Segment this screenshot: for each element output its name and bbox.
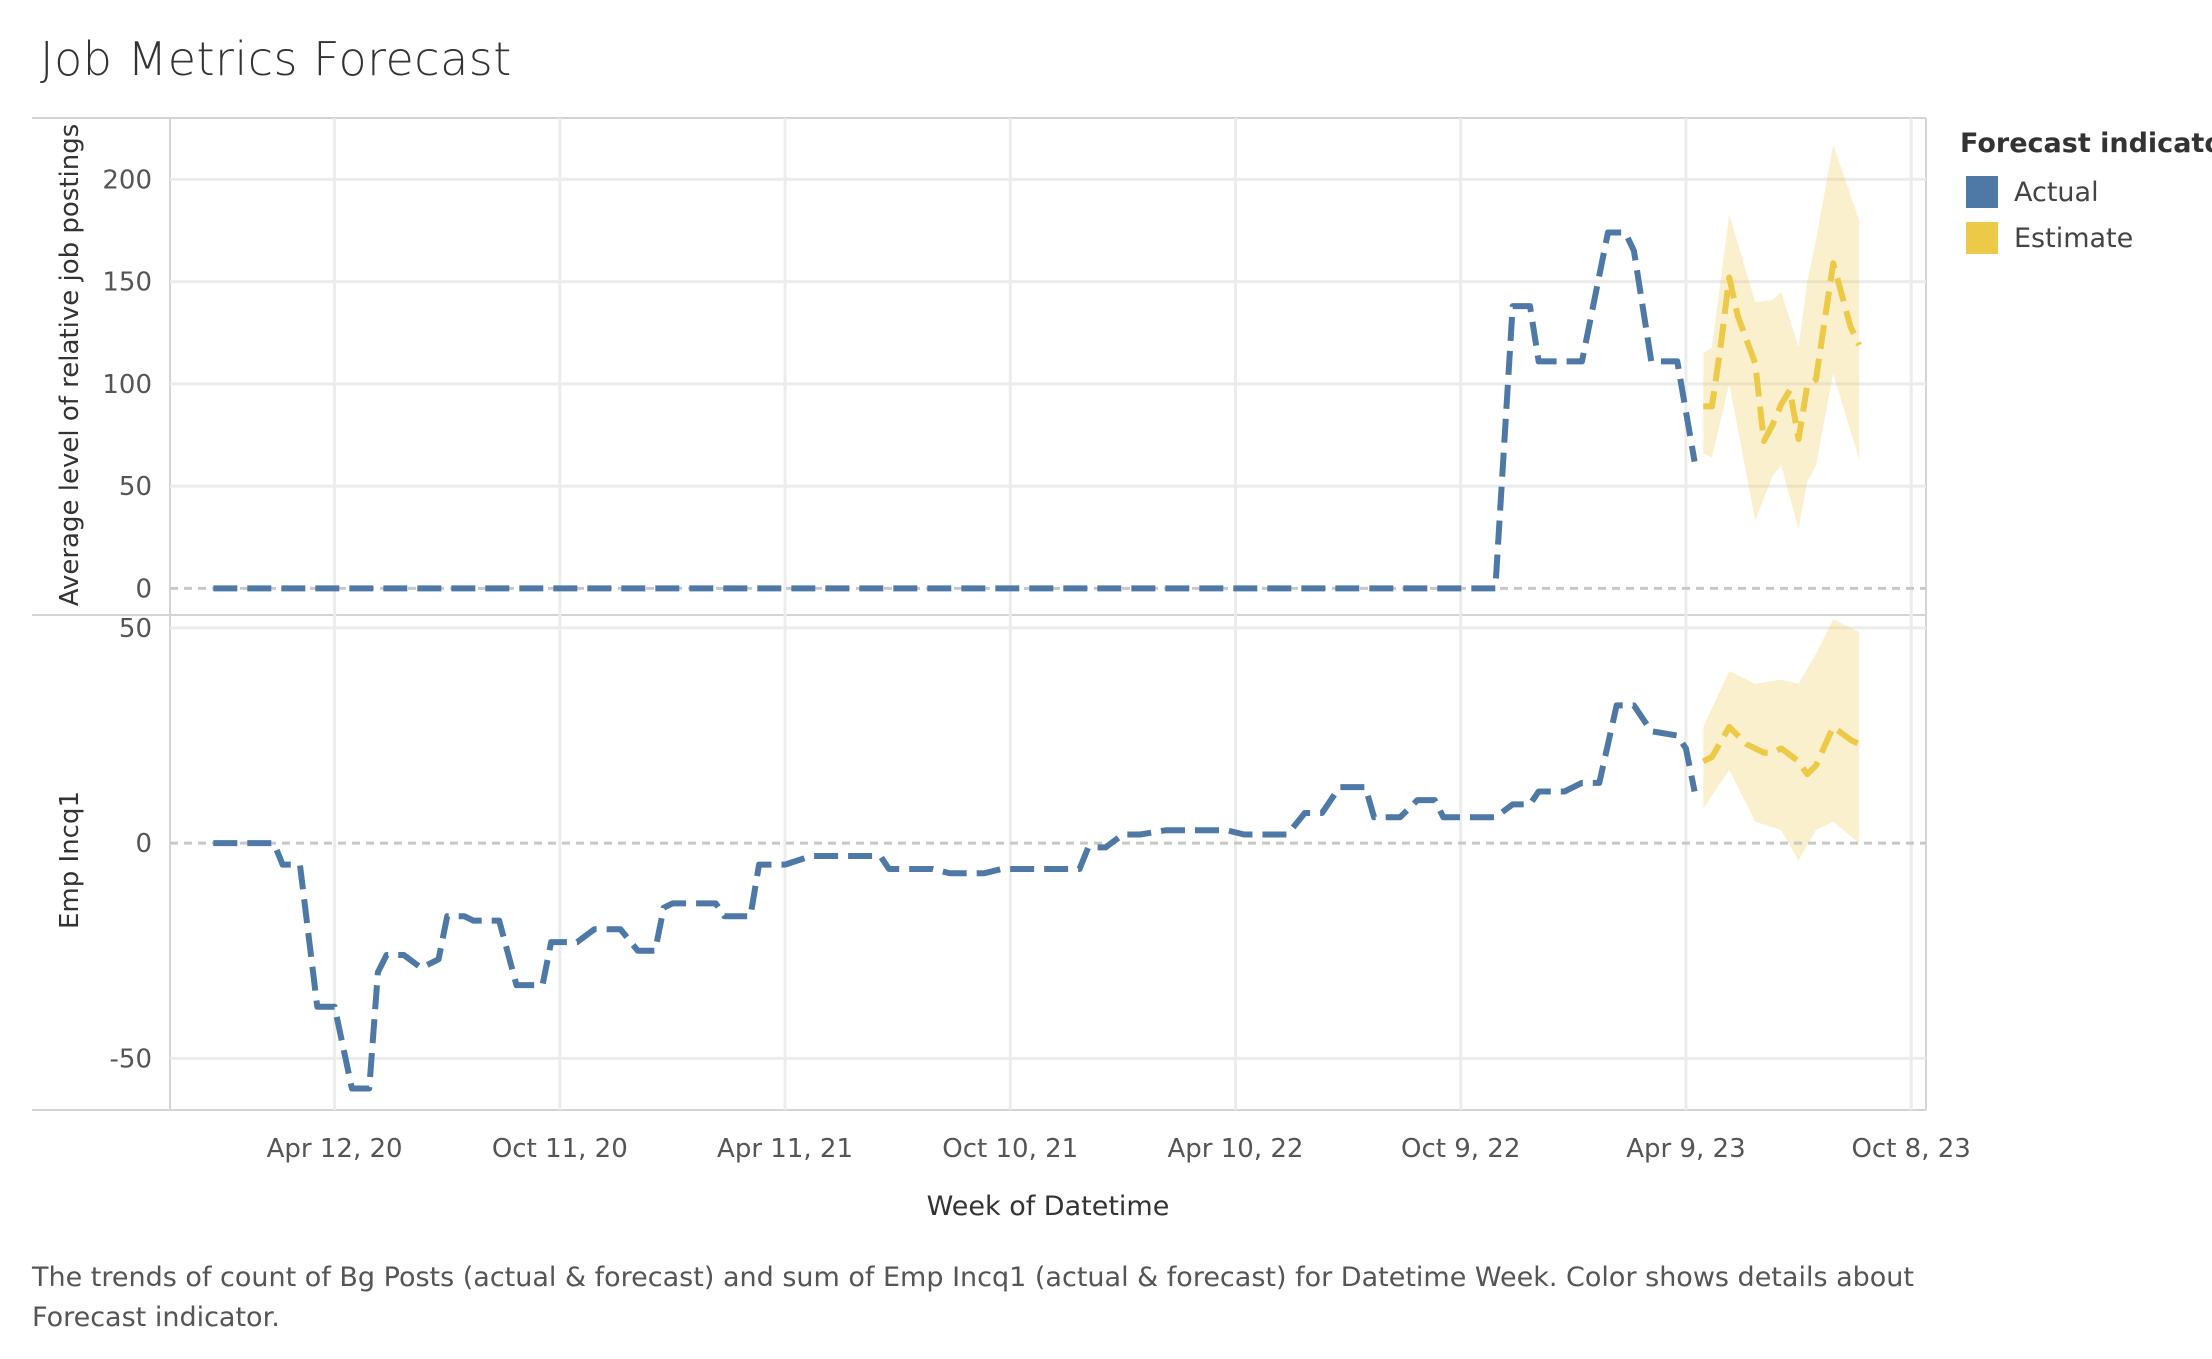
- y-tick-label: 50: [119, 614, 152, 644]
- y-axis-label-bottom: Emp Incq1: [55, 791, 85, 929]
- x-tick-label: Apr 12, 20: [267, 1134, 403, 1164]
- legend: Forecast indicator Actual Estimate: [1960, 128, 2212, 261]
- y-tick-label: 0: [135, 574, 152, 604]
- y-tick-label: -50: [110, 1044, 152, 1074]
- x-tick-label: Oct 9, 22: [1401, 1134, 1520, 1164]
- y-tick-label: 50: [119, 472, 152, 502]
- x-tick-label: Apr 11, 21: [717, 1134, 853, 1164]
- x-tick-label: Apr 9, 23: [1626, 1134, 1745, 1164]
- forecast-band-estimate: [1703, 144, 1860, 530]
- y-axis-label-top: Average level of relative job postings: [55, 124, 85, 607]
- legend-swatch-estimate: [1966, 222, 1998, 254]
- legend-swatch-actual: [1966, 176, 1998, 208]
- gridlines: [170, 118, 1926, 1110]
- x-tick-label: Apr 10, 22: [1168, 1134, 1304, 1164]
- axis-labels: Average level of relative job postings E…: [55, 124, 1169, 1222]
- tick-labels: Apr 12, 20 Oct 11, 20 Apr 11, 21 Oct 10, 21…: [102, 165, 1970, 1164]
- forecast-band-estimate: [1703, 619, 1860, 861]
- x-tick-label: Oct 10, 21: [942, 1134, 1078, 1164]
- legend-title: Forecast indicator: [1960, 128, 2212, 159]
- y-tick-label: 100: [102, 370, 152, 400]
- legend-item-actual[interactable]: Actual: [1960, 169, 2212, 215]
- series-line-actual: [213, 702, 1698, 1092]
- y-tick-label: 200: [102, 165, 152, 195]
- legend-item-estimate[interactable]: Estimate: [1960, 215, 2212, 261]
- legend-label-estimate: Estimate: [2014, 222, 2134, 254]
- series-line-actual: [213, 229, 1698, 592]
- x-axis-label: Week of Datetime: [927, 1191, 1170, 1222]
- y-tick-label: 150: [102, 268, 152, 298]
- x-tick-label: Oct 8, 23: [1851, 1134, 1970, 1164]
- x-tick-label: Oct 11, 20: [492, 1134, 628, 1164]
- y-tick-label: 0: [135, 829, 152, 859]
- forecast-bands: [1703, 144, 1860, 861]
- page-title: Job Metrics Forecast: [40, 32, 512, 86]
- series-line-estimate: [1703, 260, 1862, 445]
- chart-caption: The trends of count of Bg Posts (actual …: [32, 1262, 1914, 1333]
- zero-lines: [170, 586, 1926, 845]
- series-line-estimate: [1701, 723, 1861, 778]
- series-lines: [213, 229, 1862, 1092]
- legend-label-actual: Actual: [2014, 176, 2099, 208]
- chart-frame: [32, 117, 1927, 1111]
